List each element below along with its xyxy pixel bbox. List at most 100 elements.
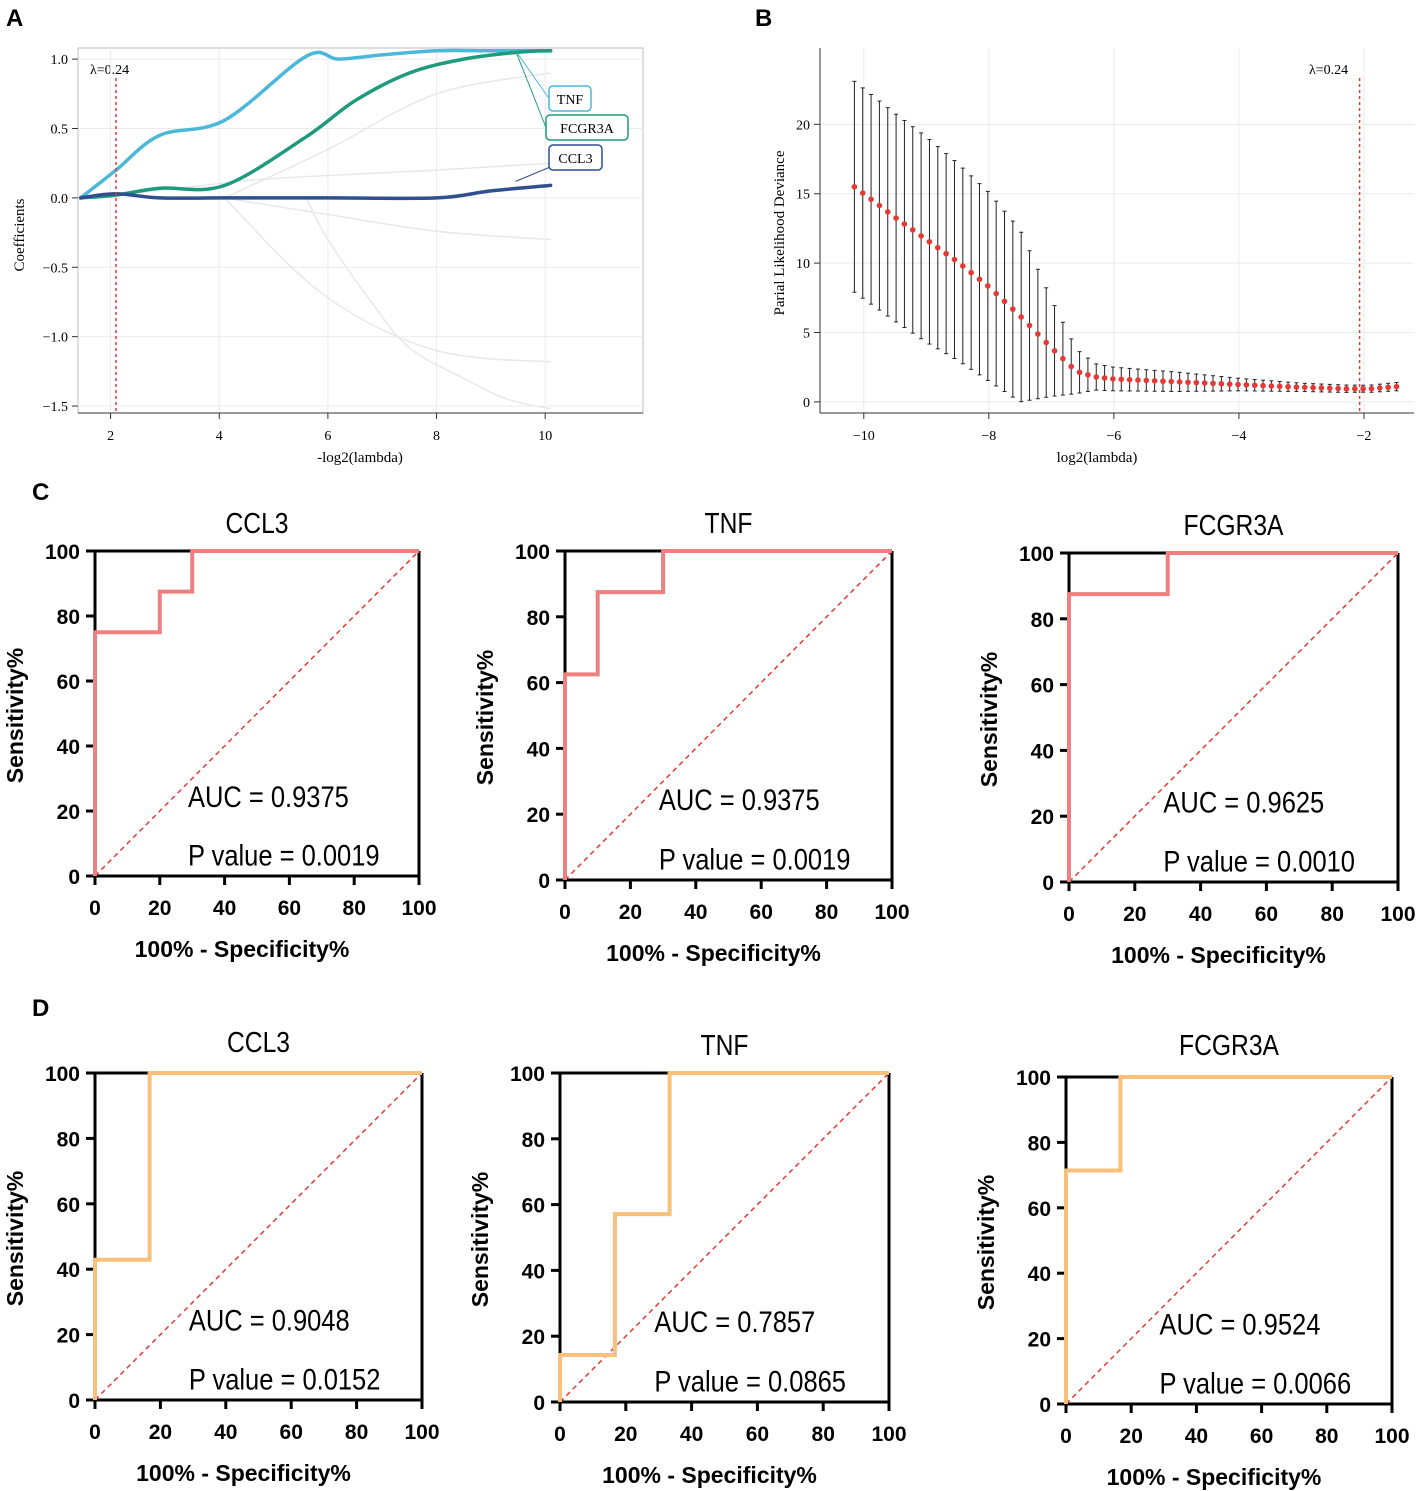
deviance-point <box>893 215 899 221</box>
roc-curve <box>563 549 892 880</box>
y-tick-label: 100 <box>1016 1067 1051 1090</box>
deviance-point <box>859 190 866 196</box>
y-tick-label: 0 <box>533 1392 545 1415</box>
x-tick-label: 40 <box>214 1421 237 1444</box>
y-tick-label: 60 <box>522 1195 545 1218</box>
x-tick-label: 100 <box>1374 1425 1409 1448</box>
reference-diagonal <box>559 1072 890 1403</box>
deviance-point <box>1085 371 1091 378</box>
x-tick-label: 20 <box>1120 1425 1143 1448</box>
y-tick-label: −0.5 <box>43 261 68 276</box>
roc-chart-d-tnf: TNF 00 20 20 40 40 60 60 80 80 100 100 AUC = 0.7857 P… <box>467 1029 907 1488</box>
reference-diagonal <box>1065 1076 1393 1405</box>
y-tick-label: 80 <box>527 607 550 630</box>
x-tick-label: −6 <box>1106 429 1121 444</box>
y-tick-label: 80 <box>57 1128 80 1151</box>
y-tick-label: 5 <box>803 327 810 342</box>
y-tick-label: 20 <box>1028 1329 1051 1352</box>
y-tick-label: 60 <box>1031 675 1054 698</box>
roc-title: CCL3 <box>227 1026 290 1058</box>
deviance-point <box>901 221 908 227</box>
y-tick-label: 0 <box>68 1390 80 1413</box>
roc-curve <box>558 1071 889 1402</box>
x-tick-label: 8 <box>433 429 440 444</box>
legend-label-ccl3: CCL3 <box>558 152 592 167</box>
x-tick-label: 100 <box>404 1421 439 1444</box>
roc-chart-c-fcgr3a: FCGR3A 00 20 20 40 40 60 60 80 80 100 100 AUC = 0.96… <box>976 509 1416 968</box>
y-tick-label: 0 <box>68 866 80 889</box>
deviance-point <box>1385 384 1391 391</box>
deviance-point <box>968 269 974 276</box>
x-tick-label: 60 <box>750 901 773 924</box>
x-tick-label: 20 <box>614 1423 637 1446</box>
deviance-point <box>1026 322 1033 329</box>
x-tick-label: 80 <box>1315 1425 1338 1448</box>
roc-title: FCGR3A <box>1184 509 1284 541</box>
panel-label-c: C <box>32 479 49 506</box>
panel-label-a: A <box>6 5 23 32</box>
x-tick-label: 100 <box>1380 903 1415 926</box>
x-tick-label: 20 <box>149 1421 172 1444</box>
coefficient-path-ccl3 <box>78 183 553 201</box>
x-tick-label: 2 <box>107 429 114 444</box>
cutoff-label: λ=0.24 <box>1309 63 1348 78</box>
y-axis-title: Sensitivity% <box>2 648 28 784</box>
x-tick-label: 40 <box>680 1423 703 1446</box>
y-axis-title: Sensitivity% <box>976 652 1002 788</box>
y-axis-title: Sensitivity% <box>472 650 498 786</box>
x-tick-label: 0 <box>554 1423 566 1446</box>
y-tick-label: 100 <box>45 541 80 564</box>
deviance-point <box>1285 383 1291 390</box>
panel-label-d: D <box>32 995 49 1022</box>
deviance-point <box>1235 381 1241 388</box>
deviance-point <box>1060 355 1066 362</box>
deviance-point <box>1393 383 1400 390</box>
deviance-point <box>993 290 999 297</box>
x-tick-label: −10 <box>853 429 875 444</box>
x-tick-label: 4 <box>216 429 223 444</box>
deviance-point <box>934 244 941 251</box>
y-tick-label: −1.0 <box>43 331 68 346</box>
x-tick-label: 20 <box>1123 903 1146 926</box>
deviance-point <box>1035 331 1041 337</box>
y-tick-label: 80 <box>1031 609 1054 632</box>
deviance-point <box>1260 382 1266 389</box>
x-tick-label: 60 <box>1255 903 1278 926</box>
y-tick-label: 40 <box>1031 740 1054 763</box>
deviance-point <box>1310 384 1316 391</box>
deviance-point <box>1118 376 1125 383</box>
legend-box <box>545 114 629 141</box>
deviance-point <box>951 256 958 263</box>
auc-label: AUC = 0.9524 <box>1160 1308 1321 1341</box>
y-tick-label: 60 <box>527 673 550 696</box>
x-axis-label: -log2(lambda) <box>317 450 403 466</box>
deviance-point <box>1101 375 1108 381</box>
x-axis-title: 100% - Specificity% <box>602 1462 817 1488</box>
x-axis-title: 100% - Specificity% <box>1111 942 1326 968</box>
roc-chart-c-tnf: TNF 00 20 20 40 40 60 60 80 80 100 100 AUC = 0.9375 P… <box>472 507 910 966</box>
x-tick-label: 10 <box>538 429 552 444</box>
x-tick-label: 60 <box>278 897 301 920</box>
auc-label: AUC = 0.9625 <box>1163 785 1324 818</box>
x-axis-title: 100% - Specificity% <box>1107 1464 1322 1490</box>
deviance-point <box>1143 377 1150 384</box>
x-tick-label: 0 <box>89 1421 101 1444</box>
deviance-point <box>1351 385 1358 392</box>
legend-box <box>548 85 592 112</box>
legend-label-fcgr3a: FCGR3A <box>560 122 615 137</box>
y-tick-label: 0 <box>1039 1394 1051 1417</box>
y-axis-title: Sensitivity% <box>2 1171 28 1307</box>
x-tick-label: 6 <box>324 429 331 444</box>
deviance-point <box>1210 380 1216 387</box>
deviance-point <box>1243 382 1250 388</box>
y-tick-label: 100 <box>515 541 550 564</box>
y-tick-label: 20 <box>57 1325 80 1348</box>
y-tick-label: 40 <box>57 1259 80 1282</box>
x-tick-label: 80 <box>815 901 838 924</box>
coefficient-path-tnf <box>78 48 553 200</box>
roc-chart-d-ccl3: CCL3 00 20 20 40 40 60 60 80 80 100 100 AUC = 0.9048… <box>2 1026 440 1486</box>
x-axis-title: 100% - Specificity% <box>606 940 821 966</box>
roc-chart-d-fcgr3a: FCGR3A 00 20 20 40 40 60 60 80 80 100 100 AUC = 0.95… <box>973 1029 1410 1490</box>
y-axis-label: Coefficients <box>12 198 28 271</box>
x-tick-label: −4 <box>1231 429 1246 444</box>
